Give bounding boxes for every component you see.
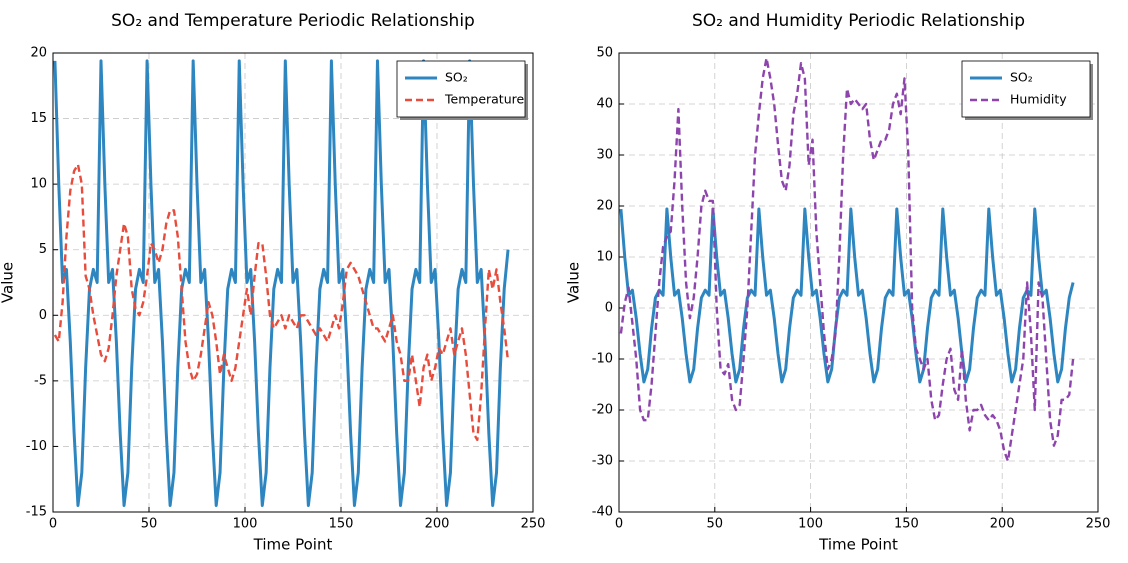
x-tick-label: 250 (1086, 517, 1111, 532)
legend-box (961, 60, 1091, 118)
y-tick-label: 15 (30, 111, 47, 126)
subplot: SO₂ and Humidity Periodic Relationship Ti… (565, 11, 1111, 554)
chart-title: SO₂ and Humidity Periodic Relationship (692, 11, 1025, 31)
x-tick-label: 100 (798, 517, 823, 532)
y-tick-label: -10 (26, 439, 47, 454)
x-tick-label: 100 (233, 517, 258, 532)
x-tick-label: 200 (990, 517, 1015, 532)
x-axis-label: Time Point (818, 536, 898, 554)
y-tick-label: 50 (596, 46, 613, 61)
series-line (619, 207, 1075, 384)
x-tick-label: 150 (329, 517, 354, 532)
y-tick-label: 0 (605, 301, 613, 316)
y-tick-label: 30 (596, 148, 613, 163)
legend: SO₂ Humidity (961, 60, 1093, 120)
legend-box (396, 60, 526, 118)
series-line (53, 59, 510, 507)
y-tick-label: 10 (596, 250, 613, 265)
legend-label: SO₂ (445, 70, 468, 85)
x-tick-label: 150 (894, 517, 919, 532)
legend-label: SO₂ (1010, 70, 1033, 85)
y-tick-label: -20 (592, 403, 613, 418)
y-tick-label: 20 (596, 199, 613, 214)
series-line (619, 56, 1075, 463)
y-tick-label: 40 (596, 97, 613, 112)
y-tick-label: -40 (592, 505, 613, 520)
legend: SO₂ Temperature (396, 60, 528, 120)
chart-title: SO₂ and Temperature Periodic Relationshi… (111, 11, 475, 31)
y-axis-label: Value (565, 262, 583, 303)
y-tick-label: 0 (39, 308, 47, 323)
x-tick-label: 50 (141, 517, 158, 532)
x-tick-label: 0 (615, 517, 623, 532)
plot-frame (52, 52, 534, 513)
series-line (53, 163, 510, 442)
y-tick-label: 5 (39, 242, 47, 257)
y-axis-label: Value (0, 262, 17, 303)
subplot: SO₂ and Temperature Periodic Relationshi… (0, 11, 545, 554)
x-tick-label: 50 (707, 517, 724, 532)
x-tick-label: 0 (49, 517, 57, 532)
x-tick-label: 250 (521, 517, 546, 532)
y-tick-label: -5 (34, 373, 47, 388)
plot-frame (618, 52, 1099, 513)
y-tick-label: 20 (30, 46, 47, 61)
y-tick-label: -10 (592, 352, 613, 367)
legend-label: Temperature (444, 92, 524, 107)
y-tick-label: -30 (592, 454, 613, 469)
legend-label: Humidity (1010, 92, 1067, 107)
y-tick-label: 10 (30, 177, 47, 192)
y-tick-label: -15 (26, 505, 47, 520)
x-tick-label: 200 (425, 517, 450, 532)
x-axis-label: Time Point (253, 536, 333, 554)
